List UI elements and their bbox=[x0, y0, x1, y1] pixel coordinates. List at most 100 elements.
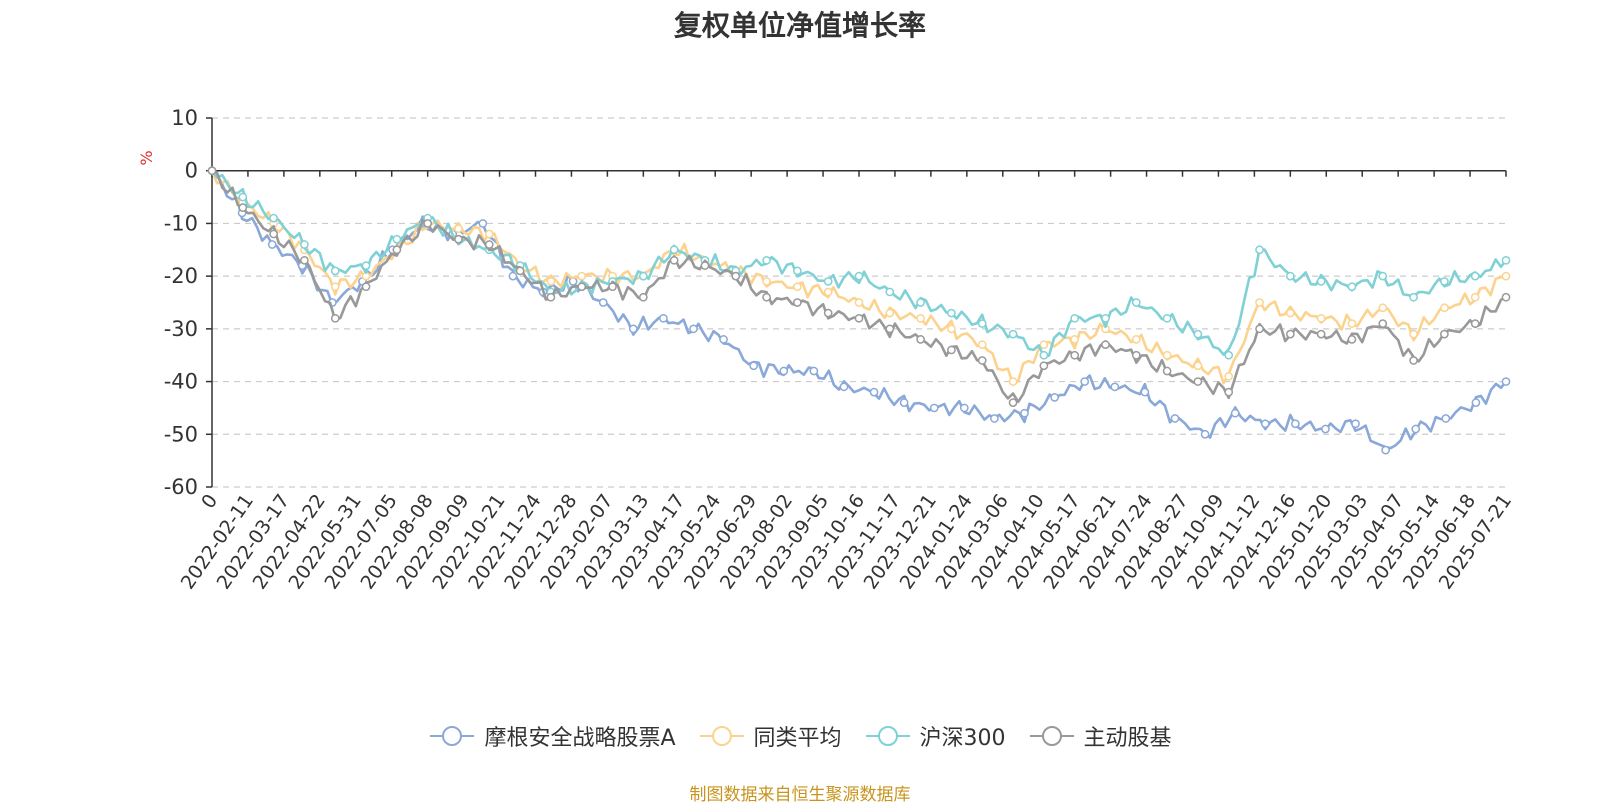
series-line bbox=[210, 169, 1508, 358]
data-point bbox=[916, 313, 925, 323]
data-point bbox=[1285, 329, 1295, 339]
data-point bbox=[300, 240, 309, 249]
legend-marker-icon bbox=[699, 726, 744, 746]
data-point bbox=[508, 271, 518, 281]
data-point bbox=[1224, 350, 1234, 360]
data-point bbox=[1411, 424, 1421, 434]
data-point bbox=[1290, 419, 1300, 429]
data-point bbox=[947, 324, 956, 334]
y-tick-label: 10 bbox=[171, 106, 198, 130]
data-point bbox=[854, 298, 864, 307]
data-point bbox=[546, 292, 556, 302]
data-point bbox=[1470, 292, 1480, 302]
data-point bbox=[823, 277, 833, 286]
data-point bbox=[1050, 393, 1059, 402]
chart-title: 复权单位净值增长率 bbox=[673, 9, 926, 42]
data-point bbox=[1101, 340, 1110, 350]
data-point bbox=[719, 335, 728, 344]
data-point bbox=[1409, 329, 1418, 339]
data-point bbox=[977, 340, 987, 350]
line-chart: 100-10-20-30-40-50-60%02022-02-112022-03… bbox=[137, 106, 1516, 593]
x-tick-label: 0 bbox=[197, 490, 222, 513]
data-point bbox=[1501, 292, 1511, 302]
data-point bbox=[207, 166, 217, 176]
data-point bbox=[1224, 387, 1234, 397]
data-point bbox=[568, 277, 578, 286]
data-point bbox=[1101, 313, 1110, 323]
legend-item[interactable]: 同类平均 bbox=[698, 720, 842, 752]
data-point bbox=[1501, 377, 1511, 386]
data-point bbox=[1378, 271, 1388, 281]
data-point bbox=[885, 308, 895, 318]
legend-marker-icon bbox=[1029, 726, 1074, 746]
data-point bbox=[392, 234, 402, 244]
data-point bbox=[392, 245, 402, 255]
data-point bbox=[669, 245, 679, 255]
data-point bbox=[484, 229, 494, 239]
data-point bbox=[749, 361, 759, 371]
data-point bbox=[515, 266, 525, 276]
data-point bbox=[577, 271, 587, 281]
data-point bbox=[1200, 429, 1210, 439]
legend-item[interactable]: 沪深300 bbox=[864, 720, 1006, 752]
data-point bbox=[669, 255, 679, 265]
data-point bbox=[1347, 282, 1357, 292]
y-tick-label: -10 bbox=[164, 211, 198, 235]
data-point bbox=[1162, 350, 1172, 360]
data-point bbox=[454, 234, 463, 244]
data-point bbox=[1008, 329, 1018, 339]
data-point bbox=[1162, 313, 1172, 323]
legend-label: 同类平均 bbox=[753, 726, 842, 751]
data-point bbox=[793, 266, 802, 276]
data-point bbox=[823, 287, 833, 297]
data-point bbox=[1285, 271, 1295, 281]
data-point bbox=[947, 308, 956, 318]
series-lines bbox=[207, 166, 1511, 455]
data-point bbox=[916, 298, 925, 307]
legend-item[interactable]: 摩根安全战略股票A bbox=[428, 720, 676, 752]
data-point bbox=[361, 261, 371, 270]
data-point bbox=[689, 324, 698, 334]
data-point bbox=[1378, 303, 1388, 313]
legend-label: 沪深300 bbox=[919, 726, 1006, 751]
series-line bbox=[211, 169, 1508, 450]
data-point bbox=[1409, 356, 1418, 365]
data-point bbox=[793, 282, 802, 292]
data-point bbox=[899, 398, 909, 408]
data-point bbox=[1260, 419, 1270, 429]
data-point bbox=[454, 224, 463, 234]
data-point bbox=[1347, 319, 1357, 328]
data-point bbox=[1193, 329, 1203, 339]
data-point bbox=[423, 219, 433, 228]
data-point bbox=[269, 229, 278, 239]
data-point bbox=[608, 282, 617, 292]
data-point bbox=[885, 287, 895, 297]
data-point bbox=[1140, 387, 1150, 397]
legend-marker-icon bbox=[865, 726, 910, 746]
data-point bbox=[1170, 414, 1180, 423]
data-point bbox=[977, 319, 987, 328]
legend-label: 主动股基 bbox=[1083, 726, 1172, 751]
data-point bbox=[1470, 319, 1480, 328]
y-tick-label: -30 bbox=[164, 317, 198, 341]
data-point bbox=[1008, 377, 1018, 386]
legend-item[interactable]: 主动股基 bbox=[1028, 720, 1172, 752]
data-point bbox=[638, 271, 648, 281]
data-point bbox=[1070, 335, 1080, 344]
data-point bbox=[1316, 313, 1326, 323]
data-point bbox=[977, 356, 987, 365]
data-point bbox=[809, 366, 819, 376]
data-point bbox=[1440, 303, 1449, 313]
data-point bbox=[1020, 408, 1029, 418]
data-point bbox=[779, 366, 789, 376]
data-point bbox=[1230, 408, 1240, 418]
data-point bbox=[1440, 329, 1449, 339]
legend-marker-icon bbox=[430, 726, 475, 746]
data-point bbox=[1441, 414, 1451, 423]
data-point bbox=[330, 282, 340, 292]
data-point bbox=[869, 387, 879, 397]
data-point bbox=[577, 282, 587, 292]
data-point bbox=[238, 192, 248, 202]
data-point bbox=[1351, 419, 1360, 429]
data-point bbox=[330, 313, 340, 323]
